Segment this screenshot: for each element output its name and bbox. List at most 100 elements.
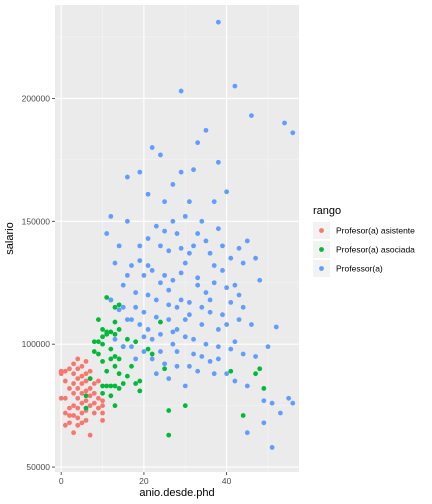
- data-point: [75, 405, 81, 411]
- data-point: [187, 250, 192, 256]
- data-point: [158, 349, 163, 354]
- data-point: [120, 282, 126, 288]
- data-point: [166, 408, 172, 413]
- data-point: [67, 366, 72, 372]
- data-point: [75, 395, 81, 401]
- data-point: [108, 356, 114, 362]
- data-point: [253, 255, 258, 261]
- data-point: [108, 393, 114, 399]
- data-point: [62, 395, 68, 401]
- data-point: [277, 410, 283, 416]
- data-point: [83, 378, 89, 384]
- data-point: [100, 358, 105, 364]
- data-point: [244, 430, 250, 436]
- data-point: [133, 356, 139, 362]
- data-point: [120, 304, 126, 310]
- data-point: [153, 371, 159, 377]
- data-point: [91, 410, 97, 416]
- data-point: [141, 272, 147, 278]
- data-point: [178, 245, 184, 251]
- points-layer: [58, 19, 296, 450]
- data-point: [71, 361, 77, 367]
- data-point: [124, 174, 130, 180]
- data-point: [149, 356, 155, 362]
- data-point: [133, 290, 139, 295]
- data-point: [174, 304, 180, 310]
- data-point: [232, 282, 238, 288]
- data-point: [153, 297, 159, 303]
- y-tick-label: 100000: [22, 339, 51, 349]
- data-point: [129, 263, 134, 268]
- data-point: [149, 145, 155, 150]
- data-point: [112, 304, 118, 310]
- data-point: [141, 334, 147, 340]
- data-point: [290, 400, 296, 406]
- data-point: [158, 280, 163, 286]
- data-point: [96, 405, 101, 411]
- data-point: [191, 336, 196, 342]
- data-point: [104, 231, 110, 236]
- data-point: [187, 363, 192, 369]
- data-point: [211, 263, 217, 268]
- data-point: [133, 304, 139, 310]
- data-point: [100, 341, 105, 347]
- grid-major: [55, 5, 299, 472]
- data-point: [79, 410, 85, 416]
- data-point: [96, 351, 101, 357]
- x-axis-title: anio.desde.phd: [139, 487, 214, 499]
- data-point: [203, 290, 209, 295]
- data-point: [100, 417, 105, 423]
- data-point: [187, 312, 192, 318]
- data-point: [282, 120, 287, 126]
- data-point: [203, 341, 209, 347]
- data-point: [75, 366, 81, 372]
- data-point: [71, 390, 77, 396]
- data-point: [120, 381, 126, 386]
- data-point: [191, 243, 196, 249]
- data-point: [75, 415, 81, 421]
- legend-key-dot: [319, 247, 324, 252]
- legend-items: Profesor(a) asistente Profesor(a) asociad…: [313, 222, 415, 277]
- data-point: [170, 329, 176, 335]
- data-point: [87, 432, 93, 438]
- x-tick-label: 40: [222, 476, 232, 486]
- data-point: [220, 268, 225, 273]
- data-point: [166, 376, 172, 381]
- data-point: [199, 354, 205, 359]
- data-point: [286, 395, 292, 401]
- data-point: [129, 363, 134, 369]
- data-point: [232, 83, 238, 89]
- data-point: [195, 275, 201, 281]
- data-point: [199, 218, 205, 224]
- data-point: [108, 297, 114, 303]
- y-axis-ticks: 50000 100000 150000 200000: [22, 93, 55, 472]
- data-point: [100, 327, 105, 332]
- data-point: [182, 403, 188, 409]
- data-point: [174, 349, 180, 354]
- data-point: [67, 413, 72, 418]
- data-point: [100, 383, 105, 389]
- data-point: [269, 400, 275, 406]
- x-axis-ticks: 0 20 40: [59, 472, 232, 486]
- data-point: [67, 420, 72, 426]
- data-point: [215, 226, 221, 232]
- data-point: [145, 346, 151, 352]
- data-point: [87, 393, 93, 399]
- data-point: [170, 341, 176, 347]
- data-point: [100, 398, 105, 404]
- data-point: [91, 381, 97, 386]
- legend-key-dot: [319, 228, 324, 233]
- data-point: [170, 218, 176, 224]
- grid-minor: [55, 5, 299, 472]
- data-point: [220, 312, 225, 318]
- data-point: [211, 280, 217, 286]
- data-point: [129, 317, 134, 323]
- data-point: [162, 272, 167, 278]
- legend-title: rango: [313, 205, 341, 217]
- data-point: [162, 361, 167, 367]
- data-point: [178, 169, 184, 175]
- data-point: [112, 403, 118, 409]
- data-point: [232, 378, 238, 384]
- data-point: [116, 307, 122, 313]
